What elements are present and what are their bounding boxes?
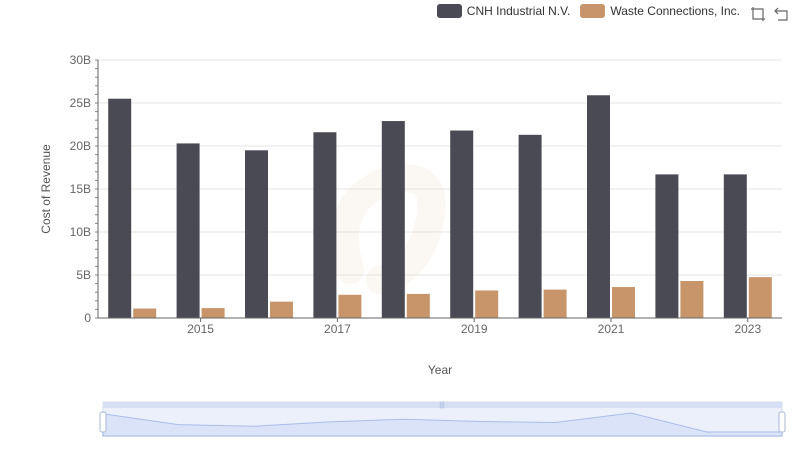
bar-waste-2018[interactable] — [406, 293, 430, 318]
legend-label-waste: Waste Connections, Inc. — [610, 4, 740, 18]
x-tick-label: 2015 — [187, 322, 214, 336]
bar-waste-2020[interactable] — [543, 289, 567, 318]
bar-cnh-2023[interactable] — [723, 174, 747, 318]
bar-cnh-2017[interactable] — [313, 132, 337, 318]
bar-waste-2023[interactable] — [748, 277, 772, 318]
legend-swatch-waste — [580, 4, 606, 18]
x-axis-label: Year — [428, 363, 452, 377]
bar-cnh-2018[interactable] — [381, 121, 405, 318]
y-axis-label: Cost of Revenue — [39, 144, 53, 234]
bar-waste-2014[interactable] — [133, 308, 157, 318]
bars-group — [108, 95, 772, 318]
bar-waste-2017[interactable] — [338, 294, 362, 318]
bar-waste-2015[interactable] — [201, 308, 225, 318]
legend-swatch-cnh — [436, 4, 462, 18]
x-tick-label: 2023 — [734, 322, 761, 336]
toolbox — [750, 6, 790, 22]
bar-waste-2022[interactable] — [680, 281, 704, 318]
watermark-logo — [331, 164, 446, 294]
legend: CNH Industrial N.V. Waste Connections, I… — [436, 4, 740, 18]
bar-cnh-2021[interactable] — [587, 95, 610, 318]
bar-cnh-2020[interactable] — [518, 134, 542, 318]
y-tick-label: 15B — [70, 182, 91, 196]
zoom-handle-left[interactable] — [99, 411, 107, 433]
x-axis: 2015 2017 2019 2021 2023 — [98, 317, 782, 336]
x-tick-label: 2019 — [461, 322, 488, 336]
y-axis: 0 5B 10B 15B 20B 25B 30B — [70, 53, 99, 325]
y-tick-label: 25B — [70, 96, 91, 110]
zoom-top-bar[interactable] — [103, 402, 782, 408]
y-tick-label: 20B — [70, 139, 91, 153]
x-tick-label: 2017 — [324, 322, 351, 336]
bar-cnh-2016[interactable] — [245, 150, 268, 318]
bar-cnh-2014[interactable] — [108, 98, 132, 318]
bar-waste-2021[interactable] — [612, 287, 635, 318]
y-tick-label: 0 — [84, 311, 91, 325]
legend-label-cnh: CNH Industrial N.V. — [466, 4, 571, 18]
legend-item-cnh[interactable]: CNH Industrial N.V. — [436, 4, 571, 18]
bar-cnh-2022[interactable] — [655, 174, 679, 318]
bar-cnh-2019[interactable] — [450, 130, 474, 318]
legend-item-waste[interactable]: Waste Connections, Inc. — [580, 4, 740, 18]
bar-cnh-2015[interactable] — [176, 143, 200, 318]
data-zoom-slider[interactable]: ||| — [99, 401, 786, 437]
bar-waste-2019[interactable] — [475, 290, 499, 318]
restore-icon[interactable] — [774, 6, 790, 22]
grid-lines — [98, 59, 782, 276]
y-tick-label: 5B — [76, 268, 91, 282]
x-tick-label: 2021 — [598, 322, 625, 336]
y-tick-label: 10B — [70, 225, 91, 239]
zoom-icon[interactable] — [750, 6, 766, 22]
bar-waste-2016[interactable] — [270, 301, 293, 318]
zoom-handle-right[interactable] — [778, 411, 786, 433]
y-tick-label: 30B — [70, 53, 91, 67]
zoom-grip[interactable]: ||| — [439, 402, 445, 409]
